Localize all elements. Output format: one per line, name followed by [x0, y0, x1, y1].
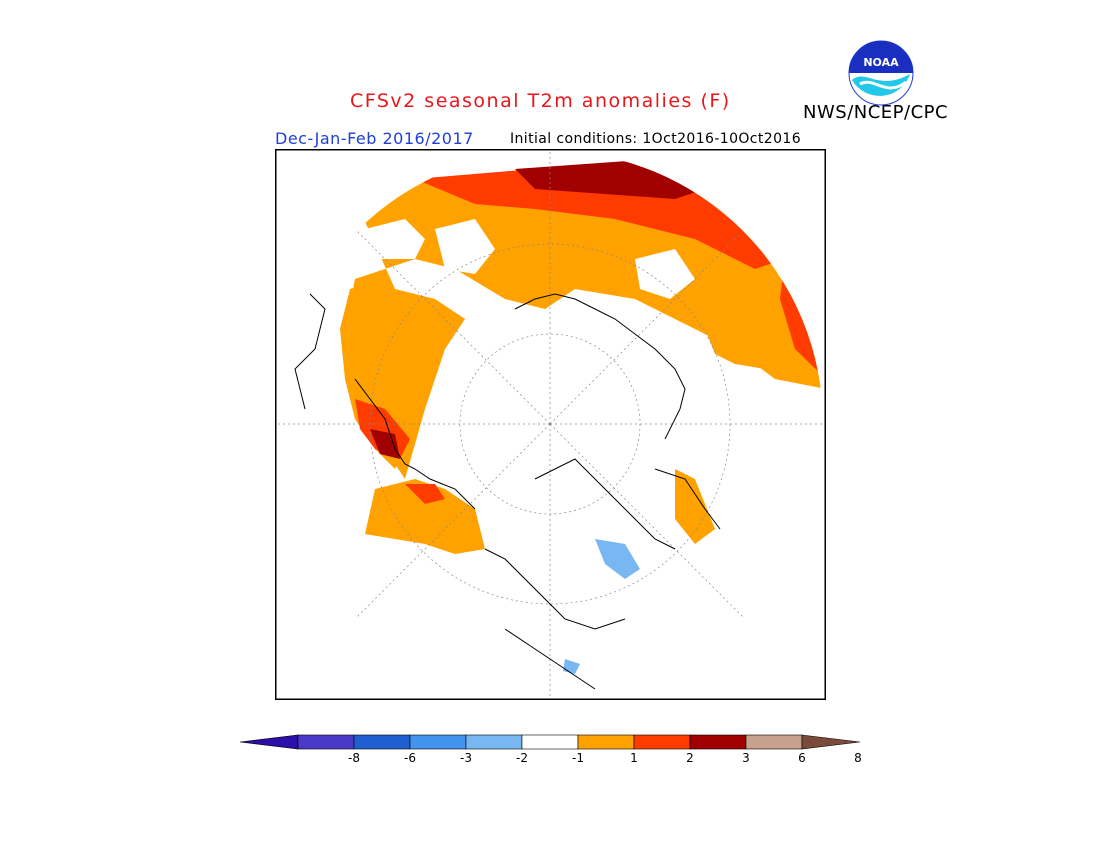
noaa-logo: NOAA — [848, 40, 914, 106]
noaa-logo-text: NOAA — [863, 56, 899, 69]
anomaly-blue-siberia — [595, 539, 640, 579]
legend-arrow-low — [240, 734, 299, 750]
color-legend — [240, 734, 861, 750]
season-label: Dec-Jan-Feb 2016/2017 — [275, 129, 474, 148]
anomaly-darkred-greenland — [370, 429, 400, 459]
coastline-greenland — [354, 378, 476, 510]
anomaly-orange-europe — [365, 479, 485, 554]
legend-swatch — [465, 734, 523, 750]
legend-tick-label: -6 — [404, 751, 416, 765]
anomaly-orange-siberia — [675, 469, 715, 544]
legend-tick-label: 2 — [686, 751, 694, 765]
legend-tick-label: 8 — [854, 751, 862, 765]
coastline-arctic-islands — [514, 293, 686, 440]
legend-tick-label: -2 — [516, 751, 528, 765]
anomaly-red-europe — [405, 484, 445, 504]
legend-tick-label: 1 — [630, 751, 638, 765]
map-title: CFSv2 seasonal T2m anomalies (F) — [350, 90, 731, 112]
legend-tick-label: -1 — [572, 751, 584, 765]
anomaly-orange-alaska — [705, 319, 775, 369]
coastline-scandinavia — [534, 458, 676, 550]
legend-tick-label: -3 — [460, 751, 472, 765]
coastline-europe — [484, 548, 626, 630]
polar-map — [275, 149, 826, 700]
legend-swatch — [521, 734, 579, 750]
legend-tick-label: 3 — [742, 751, 750, 765]
legend-swatch — [577, 734, 635, 750]
legend-swatch — [745, 734, 803, 750]
agency-label: NWS/NCEP/CPC — [803, 102, 949, 123]
coastline-siberia — [654, 468, 721, 530]
legend-swatch — [297, 734, 355, 750]
initial-conditions-label: Initial conditions: 1Oct2016-10Oct2016 — [510, 131, 802, 147]
legend-swatch — [353, 734, 411, 750]
legend-tick-label: -8 — [348, 751, 360, 765]
coastline-asia — [504, 628, 596, 690]
legend-tick-label: 6 — [798, 751, 806, 765]
legend-swatch — [633, 734, 691, 750]
legend-swatch — [689, 734, 747, 750]
coastline-north-america — [294, 288, 326, 410]
legend-swatch — [409, 734, 467, 750]
legend-arrow-high — [801, 734, 861, 750]
